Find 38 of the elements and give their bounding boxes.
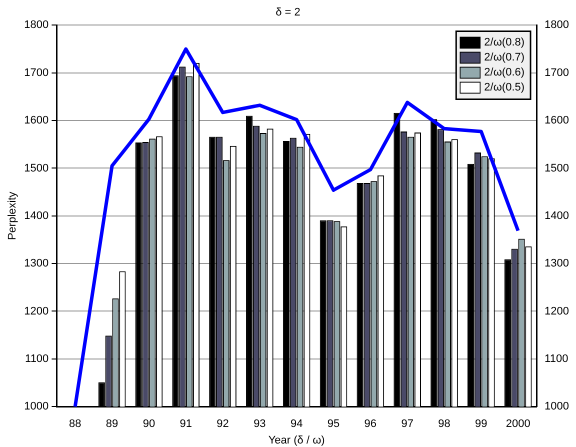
x-tick-label: 2000 xyxy=(506,418,530,430)
y-tick-label: 1300 xyxy=(24,258,49,270)
x-tick-label: 93 xyxy=(254,418,266,430)
x-tick-label: 92 xyxy=(216,418,229,430)
legend-label: 2/ω(0.7) xyxy=(484,52,525,64)
y-axis-title: Perplexity xyxy=(6,191,19,240)
y-tick-label: 1000 xyxy=(24,400,49,413)
x-axis-title: Year (δ / ω) xyxy=(268,434,325,446)
x-tick-label: 94 xyxy=(290,418,303,430)
y2-tick-label: 1700 xyxy=(544,66,570,79)
legend-label: 2/ω(0.6) xyxy=(484,66,525,79)
y2-tick-label: 1300 xyxy=(544,258,570,270)
x-tick-label: 88 xyxy=(69,418,82,430)
y-tick-label: 1800 xyxy=(24,19,49,32)
y2-tick-label: 1200 xyxy=(544,305,570,318)
chart-title: δ = 2 xyxy=(276,6,300,19)
x-tick-label: 98 xyxy=(438,418,450,430)
x-tick-label: 89 xyxy=(106,418,118,430)
x-tick-label: 90 xyxy=(142,418,156,430)
y2-tick-label: 1600 xyxy=(544,114,570,127)
y-tick-label: 1200 xyxy=(24,305,49,318)
y2-tick-label: 1100 xyxy=(544,352,568,365)
x-tick-label: 91 xyxy=(180,418,192,430)
y2-tick-label: 1800 xyxy=(544,19,570,32)
x-tick-label: 96 xyxy=(364,418,377,430)
y-tick-label: 1500 xyxy=(24,162,49,174)
x-tick-label: 97 xyxy=(401,418,414,430)
y-tick-label: 1400 xyxy=(24,210,49,222)
x-tick-label: 99 xyxy=(475,418,488,430)
legend-label: 2/ω(0.5) xyxy=(484,82,525,94)
y2-tick-label: 1500 xyxy=(544,162,570,174)
y-tick-label: 1600 xyxy=(24,114,49,127)
y2-tick-label: 1000 xyxy=(544,400,570,413)
x-tick-label: 95 xyxy=(327,418,340,430)
y-tick-label: 1700 xyxy=(24,66,49,79)
legend-label: 2/ω(0.8) xyxy=(484,36,525,49)
y-tick-label: 1100 xyxy=(25,352,49,365)
y2-tick-label: 1400 xyxy=(544,210,570,222)
